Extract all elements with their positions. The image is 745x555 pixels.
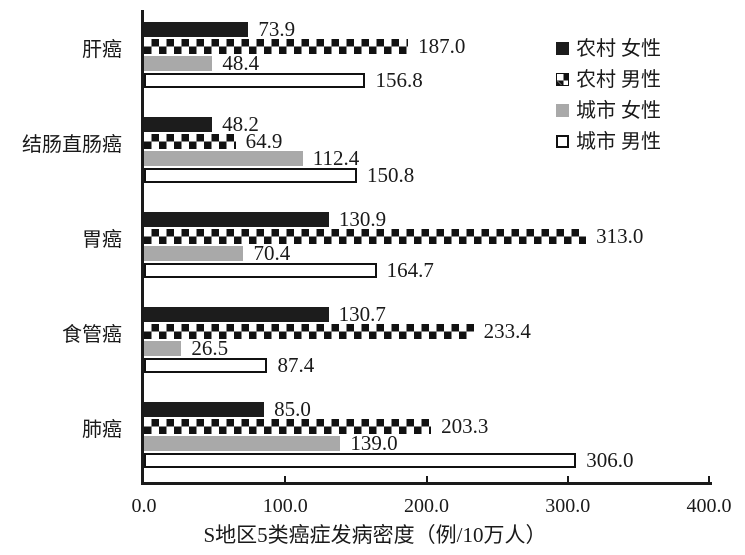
bar (144, 73, 366, 88)
bar (144, 246, 244, 261)
legend-item: 城市 男性 (556, 126, 661, 157)
bar (144, 436, 341, 451)
bar-value-label: 85.0 (274, 397, 311, 421)
legend-item: 农村 男性 (556, 64, 661, 95)
x-axis-tick (708, 476, 710, 482)
bar-value-label: 150.8 (367, 163, 415, 187)
bar (144, 324, 474, 339)
bar (144, 263, 377, 278)
x-tick-label: 300.0 (545, 495, 591, 517)
legend-swatch-icon (556, 104, 569, 117)
legend-swatch-icon (556, 135, 569, 148)
bar-value-label: 48.4 (222, 51, 260, 75)
legend-label: 农村 女性 (576, 37, 661, 60)
bar-value-label: 156.8 (375, 68, 423, 92)
x-axis-tick (284, 476, 287, 482)
category-label: 肝癌 (82, 39, 122, 61)
bar-value-label: 306.0 (586, 448, 634, 472)
bar-value-label: 130.9 (338, 207, 387, 231)
legend-item: 城市 女性 (556, 95, 661, 126)
bar-value-label: 313.0 (596, 224, 644, 248)
bar (144, 307, 329, 322)
category-label: 胃癌 (82, 229, 122, 251)
bar (144, 341, 182, 356)
bar (144, 39, 409, 54)
x-axis-tick (566, 476, 569, 482)
x-tick-label: 400.0 (686, 495, 732, 517)
legend-label: 城市 男性 (576, 130, 661, 153)
bar (144, 151, 303, 166)
bar-value-label: 187.0 (418, 34, 466, 58)
x-tick-label: 200.0 (404, 495, 449, 517)
category-label: 食管癌 (62, 324, 122, 346)
x-axis-line (141, 482, 712, 485)
bar-value-label: 26.5 (191, 336, 229, 360)
x-tick-label: 0.0 (131, 495, 157, 517)
y-axis-line (141, 10, 144, 484)
bar (144, 117, 213, 132)
bar (144, 419, 432, 434)
legend-label: 农村 男性 (576, 68, 661, 91)
bar (144, 402, 265, 417)
bar-value-label: 164.7 (386, 258, 434, 282)
legend-label: 城市 女性 (576, 99, 661, 122)
bar (144, 212, 329, 227)
bar (144, 358, 268, 373)
bar-value-label: 87.4 (277, 353, 315, 377)
legend-swatch-icon (556, 42, 569, 55)
legend: 农村 女性农村 男性城市 女性城市 男性 (556, 33, 661, 157)
bar-value-label: 139.0 (350, 431, 398, 455)
bar (144, 453, 577, 468)
bar (144, 22, 249, 37)
bar-value-label: 70.4 (253, 241, 291, 265)
x-axis-title: S地区5类癌症发病密度（例/10万人） (203, 523, 547, 547)
bar (144, 56, 213, 71)
bar-value-label: 233.4 (483, 319, 531, 343)
bar-value-label: 112.4 (312, 146, 360, 170)
bar-value-label: 203.3 (441, 414, 489, 438)
x-axis-tick (425, 476, 428, 482)
category-label: 肺癌 (82, 419, 122, 441)
legend-item: 农村 女性 (556, 33, 661, 64)
legend-swatch-icon (556, 73, 569, 86)
bar-value-label: 64.9 (245, 129, 283, 153)
category-label: 结肠直肠癌 (22, 134, 122, 156)
x-tick-label: 100.0 (262, 495, 308, 517)
bar (144, 229, 587, 244)
bar (144, 134, 236, 149)
bar-value-label: 130.7 (338, 302, 386, 326)
bar (144, 168, 357, 183)
bar-value-label: 73.9 (258, 17, 296, 41)
bar-value-label: 48.2 (222, 112, 259, 136)
